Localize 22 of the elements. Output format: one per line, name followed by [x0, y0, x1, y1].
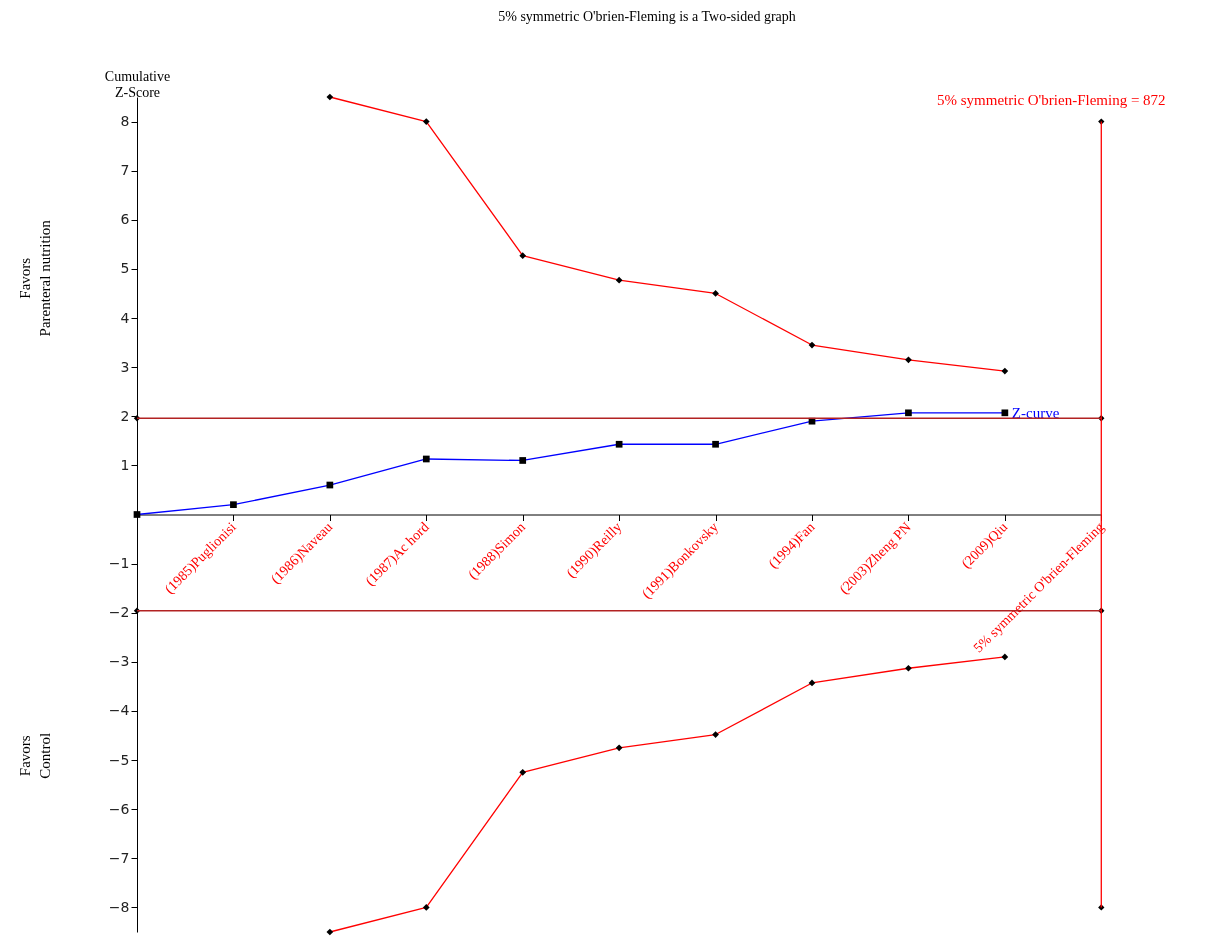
- y-tick-label: 7: [120, 162, 130, 179]
- y-tick-label: −5: [108, 751, 130, 768]
- y-tick-label: 5: [120, 260, 130, 277]
- y-tick-label: 8: [120, 113, 130, 130]
- y-tick-label: −7: [108, 849, 130, 866]
- y-tick-label: 6: [120, 211, 130, 228]
- y-tick-label: 2: [120, 407, 130, 424]
- y-tick-label: −4: [108, 702, 130, 719]
- ref-line-label: 5% symmetric O'brien-Fleming = 872: [936, 91, 1166, 108]
- text: Favors Control: [17, 732, 53, 779]
- chart-title: 5% symmetric O'brien-Fleming is a Two-sided graph: [498, 9, 796, 24]
- y-tick-label: −6: [108, 800, 130, 817]
- y-tick-label: −3: [108, 653, 130, 670]
- y-tick-label: 3: [120, 358, 130, 375]
- text: Favors Parenteral nutrition: [17, 219, 53, 337]
- y-tick-label: −2: [108, 604, 130, 621]
- series-label: Z-curve: [1011, 404, 1060, 421]
- y-tick-label: −8: [108, 898, 130, 915]
- y-axis-title: Cumulative Z-Score: [104, 68, 171, 100]
- y-tick-label: 4: [120, 309, 130, 326]
- y-tick-label: 1: [120, 456, 130, 473]
- y-tick-label: −1: [108, 555, 130, 572]
